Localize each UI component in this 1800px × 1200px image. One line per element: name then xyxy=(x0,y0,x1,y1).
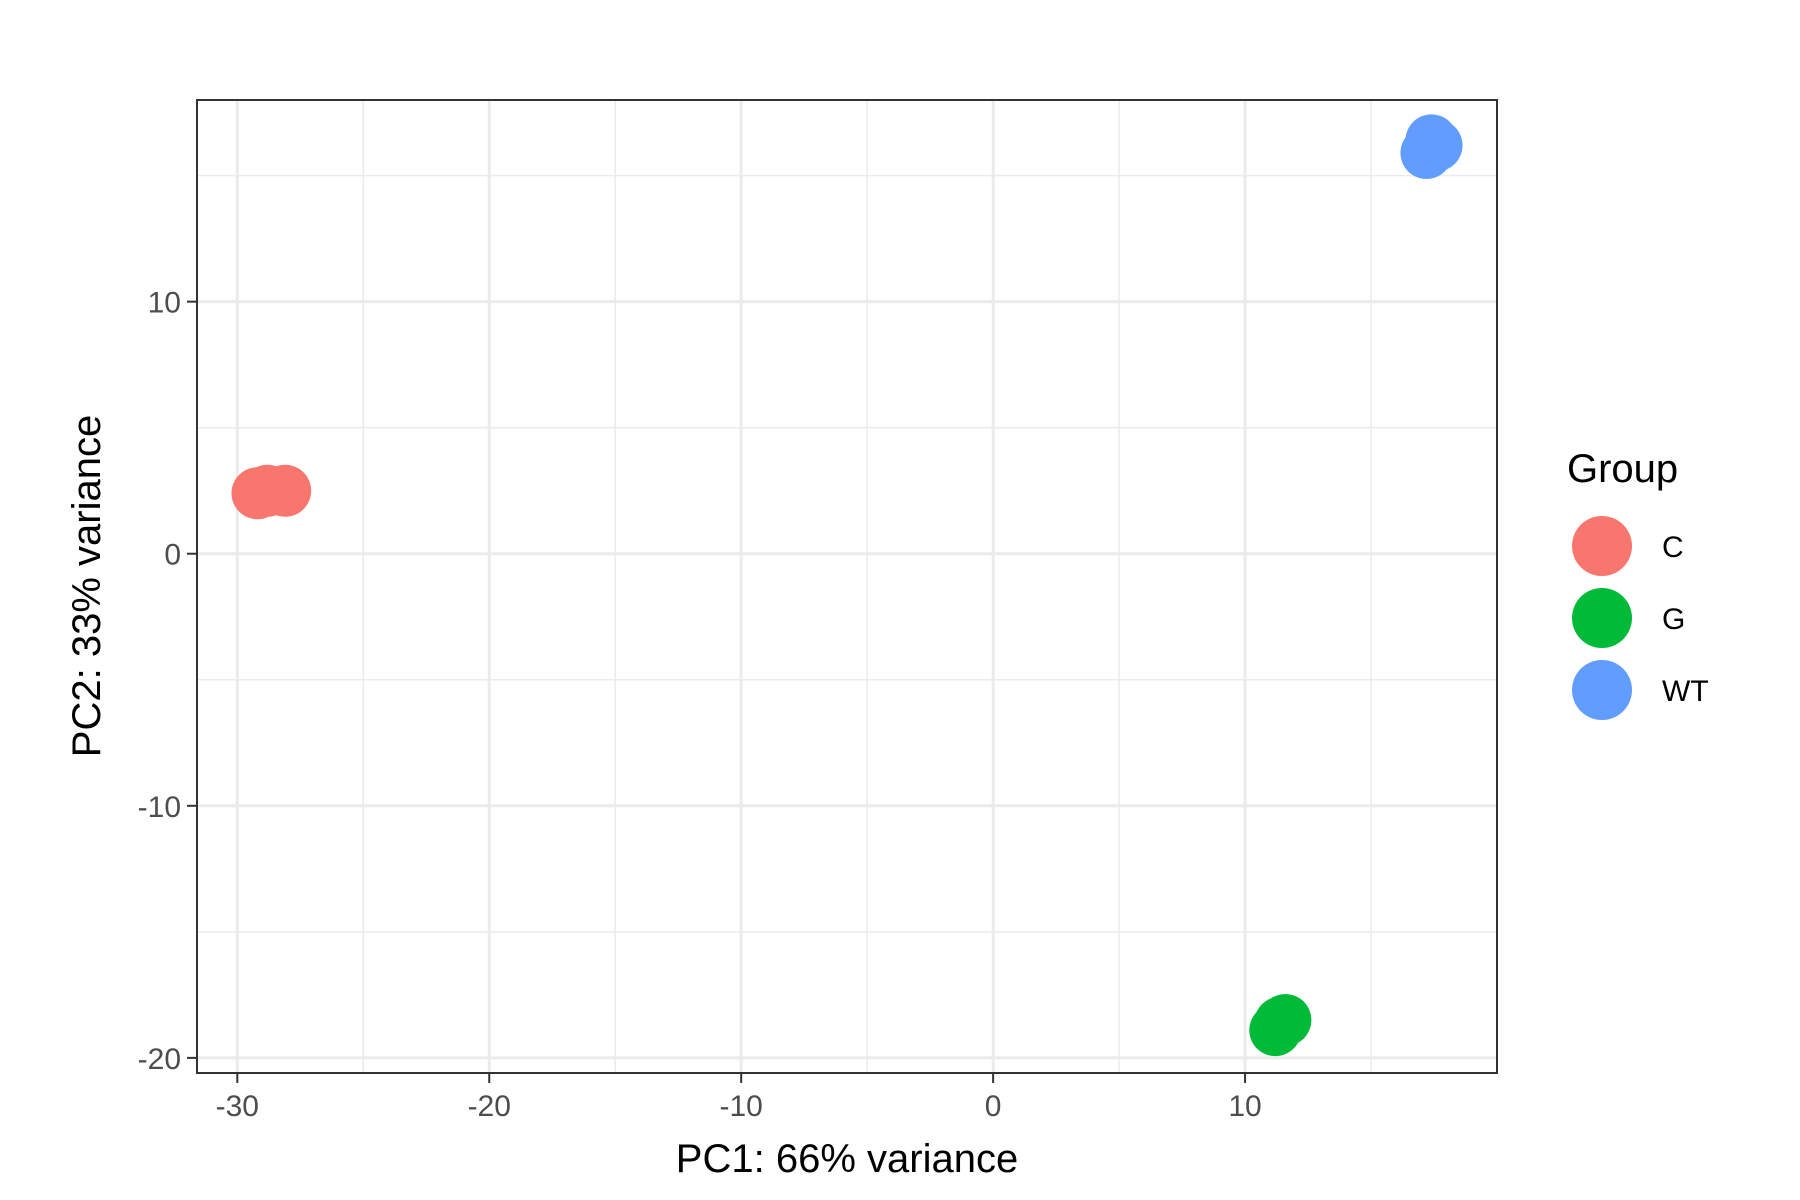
legend-title: Group xyxy=(1567,447,1678,491)
legend-key-wt xyxy=(1572,660,1632,720)
panel-border xyxy=(196,99,1498,1074)
legend: Group C G WT xyxy=(1567,447,1709,720)
legend-label-wt: WT xyxy=(1662,675,1709,708)
x-tick-label: -10 xyxy=(720,1090,763,1123)
y-tick-label: 10 xyxy=(148,287,181,320)
x-tick-label: 10 xyxy=(1228,1090,1261,1123)
point-wt xyxy=(1410,119,1463,172)
legend-key-g xyxy=(1572,588,1632,648)
legend-label-g: G xyxy=(1662,603,1685,636)
major-gridlines xyxy=(197,100,1497,1073)
panel-background xyxy=(197,100,1497,1073)
y-tick-label: -20 xyxy=(138,1043,181,1076)
y-axis-title: PC2: 33% variance xyxy=(65,415,109,757)
x-tick-label: -30 xyxy=(216,1090,259,1123)
legend-key-c xyxy=(1572,516,1632,576)
y-tick-label: 0 xyxy=(164,539,181,572)
x-axis-ticks: -30 -20 -10 0 10 xyxy=(216,1073,1262,1123)
y-axis-ticks: -20 -10 0 10 xyxy=(138,287,197,1076)
x-axis-title: PC1: 66% variance xyxy=(676,1137,1018,1181)
y-tick-label: -10 xyxy=(138,791,181,824)
x-tick-label: 0 xyxy=(985,1090,1002,1123)
legend-label-c: C xyxy=(1662,531,1684,564)
x-tick-label: -20 xyxy=(468,1090,511,1123)
legend-items: C G WT xyxy=(1572,516,1709,720)
point-g xyxy=(1259,994,1312,1047)
data-points xyxy=(231,114,1463,1057)
point-c xyxy=(259,464,312,517)
